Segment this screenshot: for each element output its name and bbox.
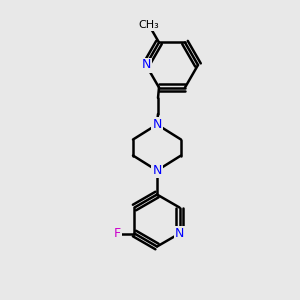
Text: N: N [141, 58, 151, 71]
Text: N: N [152, 118, 162, 131]
Text: N: N [152, 164, 162, 177]
Text: F: F [114, 227, 121, 240]
Text: CH₃: CH₃ [139, 20, 159, 30]
Text: N: N [175, 227, 184, 240]
